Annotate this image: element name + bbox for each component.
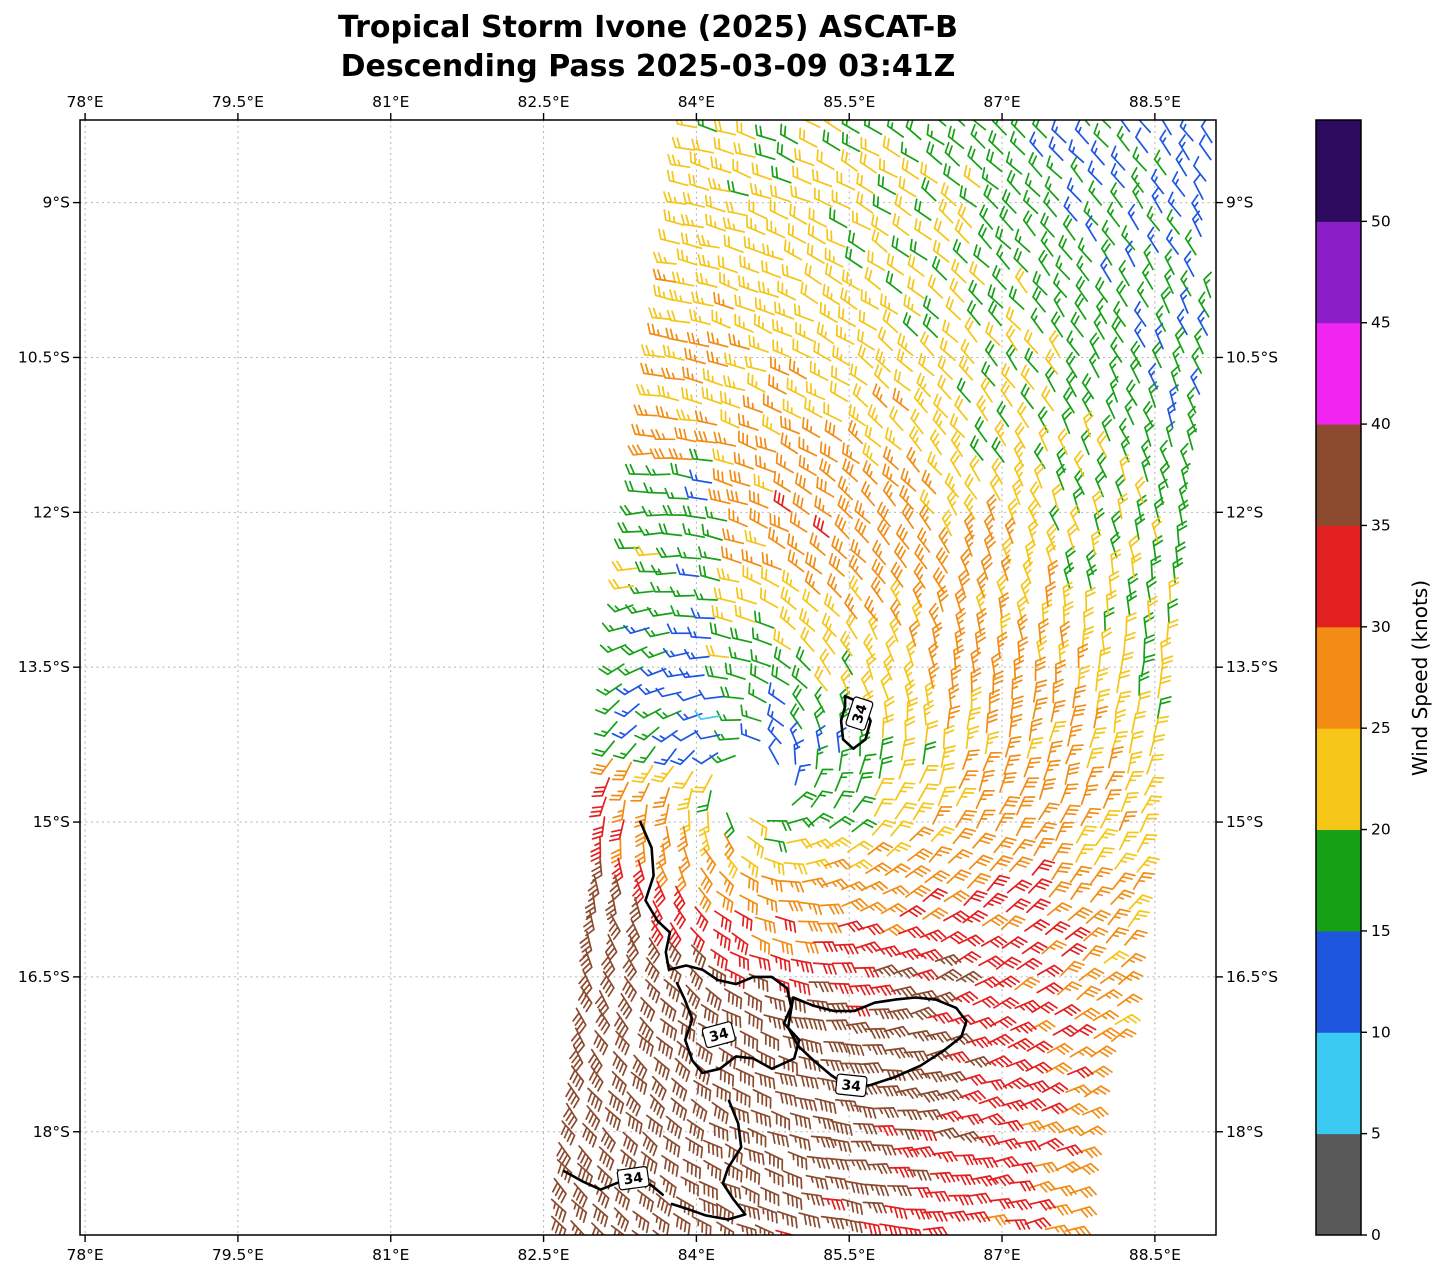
y-tick-label-left: 15°S (33, 813, 70, 831)
colorbar-tick-label: 5 (1371, 1125, 1381, 1143)
colorbar-segment (1316, 1133, 1361, 1236)
x-tick-label-bottom: 88.5°E (1129, 1246, 1181, 1264)
colorbar-label: Wind Speed (knots) (1408, 579, 1432, 777)
colorbar-segment (1316, 221, 1361, 324)
colorbar-segment (1316, 728, 1361, 831)
wind-barb-layer (550, 120, 1213, 1235)
colorbar-tick-label: 45 (1371, 314, 1391, 332)
wind-barbs (550, 855, 992, 1235)
colorbar: 0 5 10 15 20 25 30 35 40 45 50 (1315, 119, 1391, 1244)
svg-text:34: 34 (841, 1077, 862, 1095)
contour-label: 34 (845, 696, 874, 731)
y-tick-label-right: 12°S (1226, 503, 1263, 521)
x-tick-label-top: 85.5°E (823, 93, 875, 111)
contour-layer (562, 694, 968, 1221)
colorbar-tick-label: 25 (1371, 719, 1391, 737)
svg-text:34: 34 (623, 1170, 645, 1189)
contour-label-layer: 34 34 34 34 (616, 696, 874, 1191)
colorbar-segment (1316, 322, 1361, 425)
y-tick-label-left: 13.5°S (18, 658, 70, 676)
y-tick-label-right: 13.5°S (1226, 658, 1278, 676)
y-tick-label-right: 16.5°S (1226, 968, 1278, 986)
y-tick-label-right: 18°S (1226, 1123, 1263, 1141)
y-tick-label-right: 10.5°S (1226, 348, 1278, 366)
x-tick-label-top: 81°E (372, 93, 409, 111)
contour-label: 34 (616, 1165, 650, 1191)
axis-layer: 78°E 78°E 79.5°E 79.5°E 81°E 81°E 82.5°E 82.5°E… (18, 93, 1278, 1264)
wind-barbs (589, 489, 1097, 1235)
colorbar-segment (1316, 525, 1361, 628)
colorbar-tick-label: 15 (1371, 922, 1391, 940)
wind-barbs (611, 120, 1213, 786)
colorbar-segment (1316, 626, 1361, 729)
contour-label: 34 (701, 1021, 736, 1049)
colorbar-tick-label: 0 (1371, 1226, 1381, 1244)
y-tick-label-left: 9°S (43, 194, 70, 212)
colorbar-tick-label: 10 (1371, 1023, 1391, 1041)
y-tick-label-right: 15°S (1226, 813, 1263, 831)
wind-radius-contour (786, 996, 968, 1089)
colorbar-segment (1316, 424, 1361, 526)
y-tick-label-left: 16.5°S (18, 968, 70, 986)
svg-text:34: 34 (708, 1025, 731, 1046)
wind-radius-contour (670, 1099, 747, 1221)
x-tick-label-bottom: 85.5°E (823, 1246, 875, 1264)
x-tick-label-top: 79.5°E (212, 93, 264, 111)
y-tick-label-left: 18°S (33, 1123, 70, 1141)
x-tick-label-top: 78°E (66, 93, 103, 111)
svg-text:34: 34 (850, 702, 871, 726)
grid-layer (80, 120, 1216, 1235)
title-line1: Tropical Storm Ivone (2025) ASCAT-B (337, 10, 959, 45)
wind-barbs (608, 120, 1180, 1025)
x-tick-label-bottom: 87°E (983, 1246, 1020, 1264)
x-tick-label-top: 88.5°E (1129, 93, 1181, 111)
y-tick-label-left: 10.5°S (18, 348, 70, 366)
y-tick-label-left: 12°S (33, 503, 70, 521)
colorbar-segment (1316, 829, 1361, 932)
wind-radius-contour (639, 820, 801, 1075)
colorbar-tick-label: 35 (1371, 516, 1391, 534)
colorbar-tick-label: 30 (1371, 618, 1391, 636)
x-tick-label-bottom: 84°E (678, 1246, 715, 1264)
contour-label: 34 (835, 1073, 868, 1098)
x-tick-label-top: 87°E (983, 93, 1020, 111)
colorbar-segment (1316, 1032, 1361, 1135)
colorbar-segment (1316, 930, 1361, 1033)
colorbar-tick-label: 50 (1371, 212, 1391, 230)
wind-barbs (694, 710, 721, 721)
colorbar-segment (1316, 120, 1361, 222)
x-tick-label-bottom: 81°E (372, 1246, 409, 1264)
colorbar-tick-label: 20 (1371, 821, 1391, 839)
x-tick-label-top: 82.5°E (518, 93, 570, 111)
wind-radius-contour (562, 1169, 665, 1196)
colorbar-tick-label: 40 (1371, 415, 1391, 433)
x-tick-label-bottom: 79.5°E (212, 1246, 264, 1264)
x-tick-label-bottom: 78°E (66, 1246, 103, 1264)
chart-title: Tropical Storm Ivone (2025) ASCAT-B Desc… (80, 8, 1216, 86)
y-tick-label-right: 9°S (1226, 194, 1253, 212)
x-tick-label-top: 84°E (678, 93, 715, 111)
wind-barbs (590, 268, 1155, 1235)
title-line2: Descending Pass 2025-03-09 03:41Z (340, 49, 956, 84)
x-tick-label-bottom: 82.5°E (518, 1246, 570, 1264)
